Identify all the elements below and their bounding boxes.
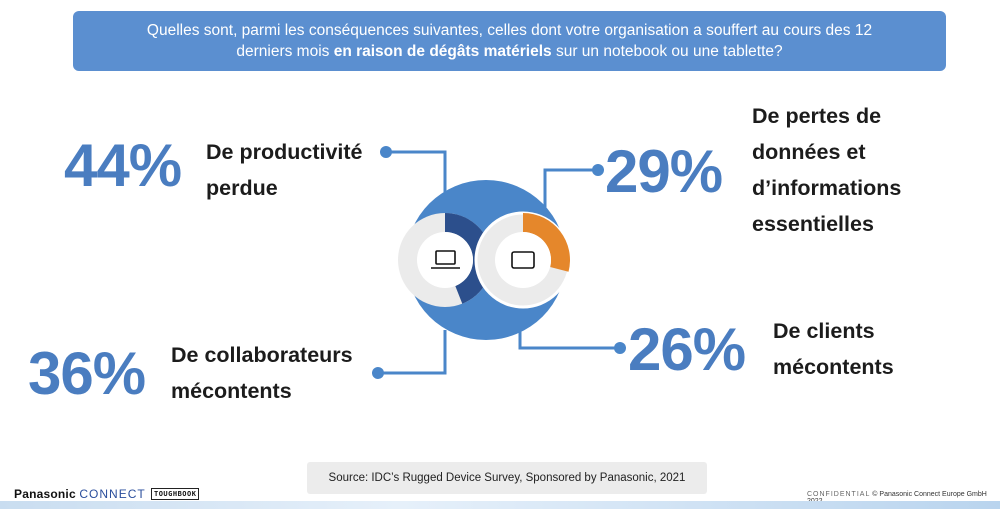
stat-productivity-value: 44%: [64, 132, 182, 199]
brand-main: Panasonic: [14, 487, 76, 501]
connector-productivity: [386, 150, 447, 193]
question-emphasis: en raison de dégâts matériels: [333, 43, 552, 60]
dot-staff: [372, 367, 384, 379]
dot-data-loss: [592, 164, 604, 176]
footer-bar: [0, 501, 1000, 509]
stat-staff-label-line-1: De collaborateurs: [171, 343, 353, 367]
laptop-icon: [431, 250, 460, 269]
stat-data-loss-label: De pertes de données et d’informations e…: [752, 98, 901, 242]
stat-data-loss-value: 29%: [605, 138, 723, 205]
confidential-label: CONFIDENTIAL: [807, 491, 871, 498]
question-banner: Quelles sont, parmi les conséquences sui…: [73, 11, 946, 71]
brand-connect: CONNECT: [79, 487, 146, 501]
stat-clients-label-line-2: mécontents: [773, 355, 894, 379]
stat-staff-label: De collaborateurs mécontents: [171, 337, 353, 409]
stat-productivity-label: De productivité perdue: [206, 134, 363, 206]
stat-clients-label: De clients mécontents: [773, 313, 894, 385]
stat-data-loss-label-line-3: d’informations: [752, 176, 902, 200]
stat-staff-value: 36%: [28, 340, 146, 407]
question-line-2-start: derniers mois: [236, 43, 334, 60]
stat-productivity-label-line-1: De productivité: [206, 140, 363, 164]
source-note: Source: IDC’s Rugged Device Survey, Spon…: [307, 462, 707, 494]
stat-clients-value: 26%: [628, 316, 746, 383]
dot-productivity: [380, 146, 392, 158]
question-line-2-end: sur un notebook ou une tablette?: [551, 43, 783, 60]
connector-clients: [518, 320, 620, 350]
panasonic-connect-logo: Panasonic CONNECT: [14, 487, 146, 501]
connector-staff: [378, 330, 447, 375]
question-line-1: Quelles sont, parmi les conséquences sui…: [146, 22, 873, 39]
question-line-2: derniers mois en raison de dégâts matéri…: [236, 41, 782, 62]
stat-clients-label-line-1: De clients: [773, 319, 875, 343]
stat-data-loss-label-line-2: données et: [752, 140, 866, 164]
right-ring-center: [495, 232, 551, 288]
dot-clients: [614, 342, 626, 354]
stat-staff-label-line-2: mécontents: [171, 379, 292, 403]
stat-data-loss-label-line-1: De pertes de: [752, 104, 882, 128]
stat-productivity-label-line-2: perdue: [206, 176, 278, 200]
toughbook-logo: TOUGHBOOK: [151, 488, 200, 500]
tablet-icon: [511, 251, 535, 269]
right-ring-arc: [523, 213, 570, 272]
left-ring-center: [417, 232, 473, 288]
connector-data-loss: [543, 168, 598, 210]
stat-data-loss-label-line-4: essentielles: [752, 212, 874, 236]
